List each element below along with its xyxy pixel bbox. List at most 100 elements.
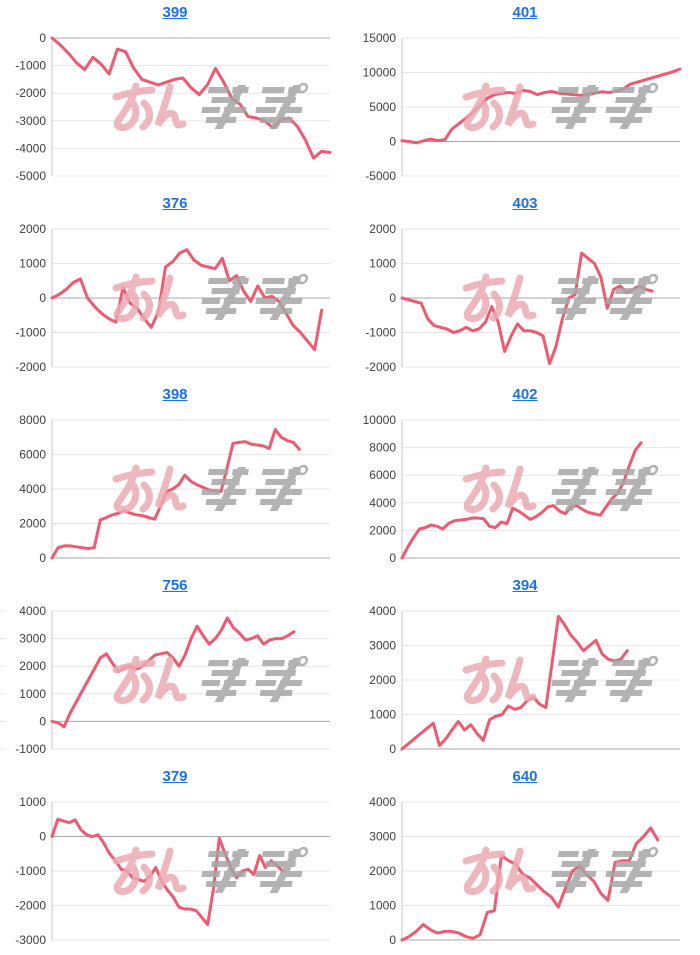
y-tick-label: 2000 <box>19 222 46 236</box>
chart-cell-398: 398 8000 6000 4000 2000 0 <box>0 382 350 573</box>
payout-data-line <box>50 616 296 729</box>
y-tick-label: 3000 <box>19 632 46 646</box>
y-tick-label: -3000 <box>15 114 46 128</box>
y-tick-label: -2000 <box>15 360 46 374</box>
chart-cell-399: 399 0 -1000 -2000 -3000 -4000 -5000 <box>0 0 350 191</box>
y-tick-label: 2000 <box>19 517 46 531</box>
y-tick-label: 0 <box>39 551 46 565</box>
y-tick-label: -1000 <box>15 326 46 340</box>
y-tick-label: 1000 <box>369 899 396 913</box>
y-tick-label: 0 <box>39 31 46 45</box>
y-tick-label: -4000 <box>15 141 46 155</box>
y-tick-label: 6000 <box>369 468 396 482</box>
y-tick-label: 10000 <box>363 66 397 80</box>
line-chart: 10000 8000 6000 4000 2000 0 <box>363 413 680 565</box>
machine-number-link-399[interactable]: 399 <box>162 4 188 21</box>
chart-title-row: 402 <box>350 382 700 410</box>
y-tick-label: 3000 <box>369 639 396 653</box>
chart-title-row: 379 <box>0 764 350 792</box>
chart-cell-394: 394 4000 3000 2000 1000 0 <box>350 573 700 764</box>
y-tick-label: -5000 <box>15 169 46 183</box>
machine-number-link-403[interactable]: 403 <box>512 195 538 212</box>
y-tick-label: 1000 <box>19 795 46 809</box>
machine-number-link-402[interactable]: 402 <box>512 386 538 403</box>
line-chart: 4000 3000 2000 1000 0 <box>369 795 680 947</box>
y-tick-label: 0 <box>39 714 46 728</box>
payout-data-line <box>400 441 643 560</box>
y-tick-label: 1000 <box>19 687 46 701</box>
y-tick-label: 15000 <box>363 31 397 45</box>
line-chart: 2000 1000 0 -1000 -2000 <box>365 222 680 374</box>
chart-title-row: 399 <box>0 0 350 28</box>
machine-number-link-398[interactable]: 398 <box>162 386 188 403</box>
y-tick-label: -2000 <box>15 86 46 100</box>
y-tick-label: 0 <box>389 291 396 305</box>
y-tick-label: 10000 <box>363 413 397 427</box>
y-tick-label: 1000 <box>369 257 396 271</box>
y-tick-label: 0 <box>39 291 46 305</box>
y-tick-label: 2000 <box>369 673 396 687</box>
line-chart: 15000 10000 5000 0 -5000 <box>363 31 682 183</box>
y-tick-label: 1000 <box>369 708 396 722</box>
y-tick-label: -5000 <box>365 169 396 183</box>
line-chart: 1000 0 -1000 -2000 -3000 <box>15 795 330 947</box>
chart-title-row: 401 <box>350 0 700 28</box>
y-tick-label: 2000 <box>369 523 396 537</box>
chart-cell-401: 401 15000 10000 5000 0 -5000 <box>350 0 700 191</box>
y-tick-label: 8000 <box>19 413 46 427</box>
y-tick-label: -1000 <box>15 59 46 73</box>
y-tick-label: 0 <box>39 830 46 844</box>
line-chart: 4000 3000 2000 1000 0 -1000 <box>0 604 330 756</box>
y-tick-label: 0 <box>389 933 396 947</box>
line-chart: 0 -1000 -2000 -3000 -4000 -5000 <box>15 31 332 183</box>
payout-data-line <box>400 826 660 942</box>
payout-data-line <box>400 614 629 751</box>
machine-number-link-376[interactable]: 376 <box>162 195 188 212</box>
chart-title-row: 376 <box>0 191 350 219</box>
chart-title-row: 756 <box>0 573 350 601</box>
machine-number-link-401[interactable]: 401 <box>512 4 538 21</box>
y-tick-label: 5000 <box>369 100 396 114</box>
line-chart: 8000 6000 4000 2000 0 <box>19 413 330 565</box>
chart-cell-379: 379 1000 0 -1000 -2000 -3000 <box>0 764 350 955</box>
chart-title-row: 398 <box>0 382 350 410</box>
line-chart: 4000 3000 2000 1000 0 <box>369 604 680 756</box>
line-chart: 2000 1000 0 -1000 -2000 <box>15 222 330 374</box>
chart-title-row: 403 <box>350 191 700 219</box>
y-tick-label: -1000 <box>15 864 46 878</box>
y-tick-label: -2000 <box>365 360 396 374</box>
y-tick-label: 2000 <box>19 659 46 673</box>
machine-number-link-640[interactable]: 640 <box>512 768 538 785</box>
machine-number-link-394[interactable]: 394 <box>512 577 538 594</box>
y-tick-label: 2000 <box>369 864 396 878</box>
minrepo-watermark-icon <box>116 84 307 129</box>
chart-cell-376: 376 2000 1000 0 -1000 -2000 <box>0 191 350 382</box>
chart-title-row: 394 <box>350 573 700 601</box>
chart-cell-640: 640 4000 3000 2000 1000 0 <box>350 764 700 955</box>
chart-cell-402: 402 10000 8000 6000 4000 2000 0 <box>350 382 700 573</box>
y-tick-label: 0 <box>389 742 396 756</box>
machine-number-link-379[interactable]: 379 <box>162 768 188 785</box>
y-tick-label: -1000 <box>365 326 396 340</box>
y-tick-label: 4000 <box>369 496 396 510</box>
y-tick-label: -2000 <box>15 899 46 913</box>
minrepo-watermark-icon <box>116 657 307 702</box>
y-tick-label: 0 <box>389 135 396 149</box>
y-tick-label: 8000 <box>369 441 396 455</box>
chart-cell-403: 403 2000 1000 0 -1000 -2000 <box>350 191 700 382</box>
minrepo-watermark-icon <box>466 466 657 511</box>
payout-data-line <box>50 428 301 560</box>
machine-number-link-756[interactable]: 756 <box>162 577 188 594</box>
y-tick-label: -3000 <box>15 933 46 947</box>
chart-title-row: 640 <box>350 764 700 792</box>
y-tick-label: 4000 <box>19 604 46 618</box>
y-tick-label: 4000 <box>19 482 46 496</box>
payout-data-line <box>400 67 682 145</box>
y-tick-label: 3000 <box>369 830 396 844</box>
y-tick-label: 6000 <box>19 448 46 462</box>
payout-data-line <box>50 248 324 352</box>
chart-cell-756: 756 4000 3000 2000 1000 0 -1000 <box>0 573 350 764</box>
y-tick-label: 2000 <box>369 222 396 236</box>
